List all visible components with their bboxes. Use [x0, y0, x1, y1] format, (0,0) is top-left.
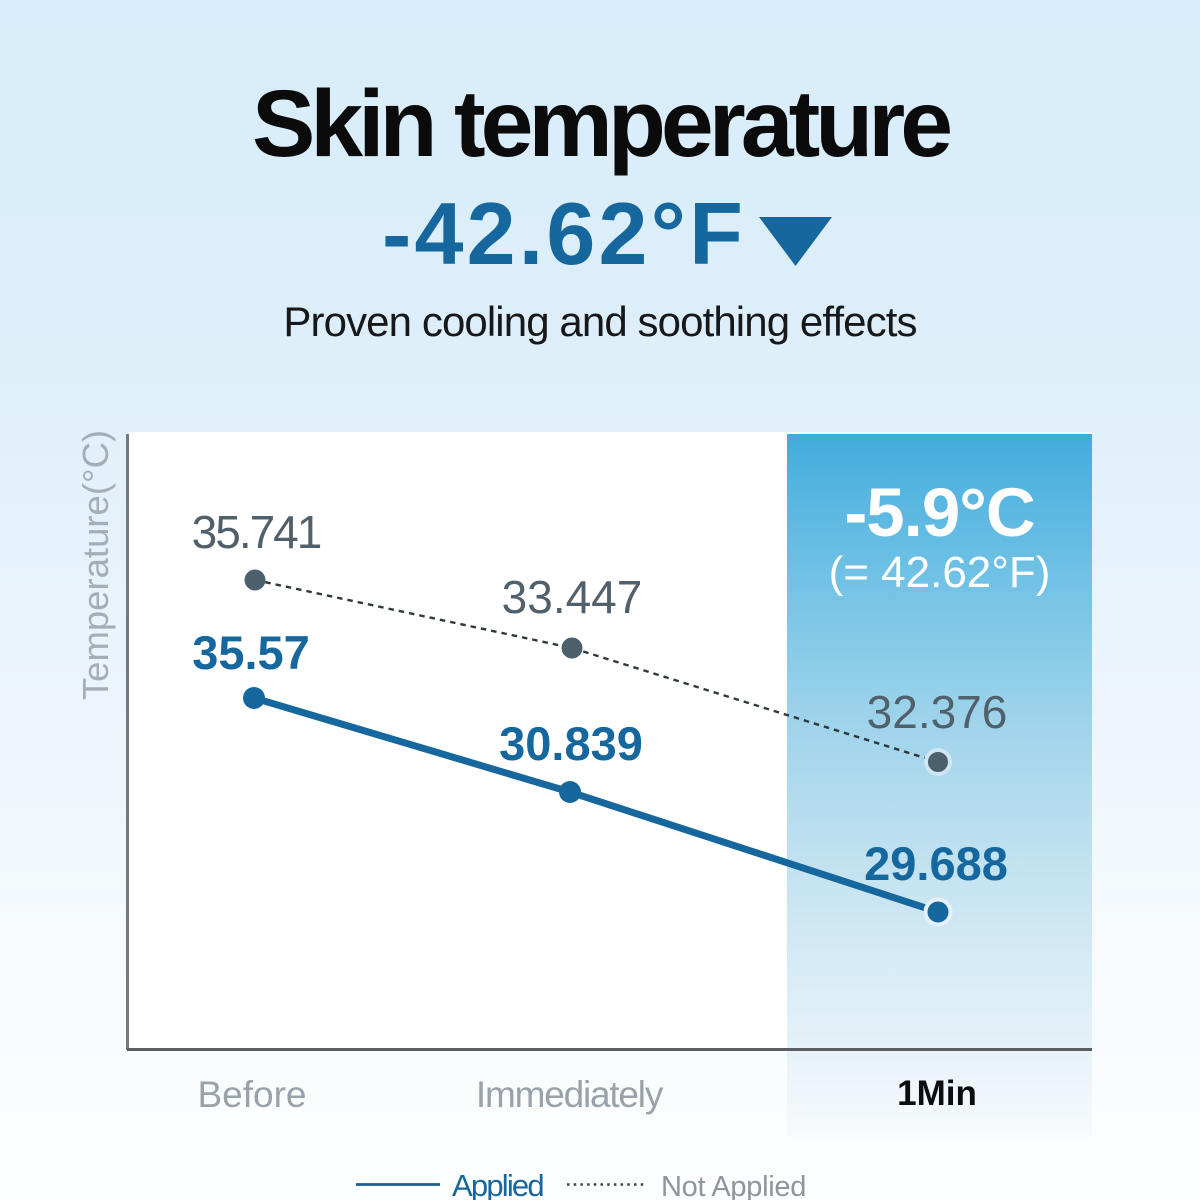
- svg-text:Applied: Applied: [452, 1168, 543, 1200]
- svg-text:Not Applied: Not Applied: [661, 1171, 806, 1200]
